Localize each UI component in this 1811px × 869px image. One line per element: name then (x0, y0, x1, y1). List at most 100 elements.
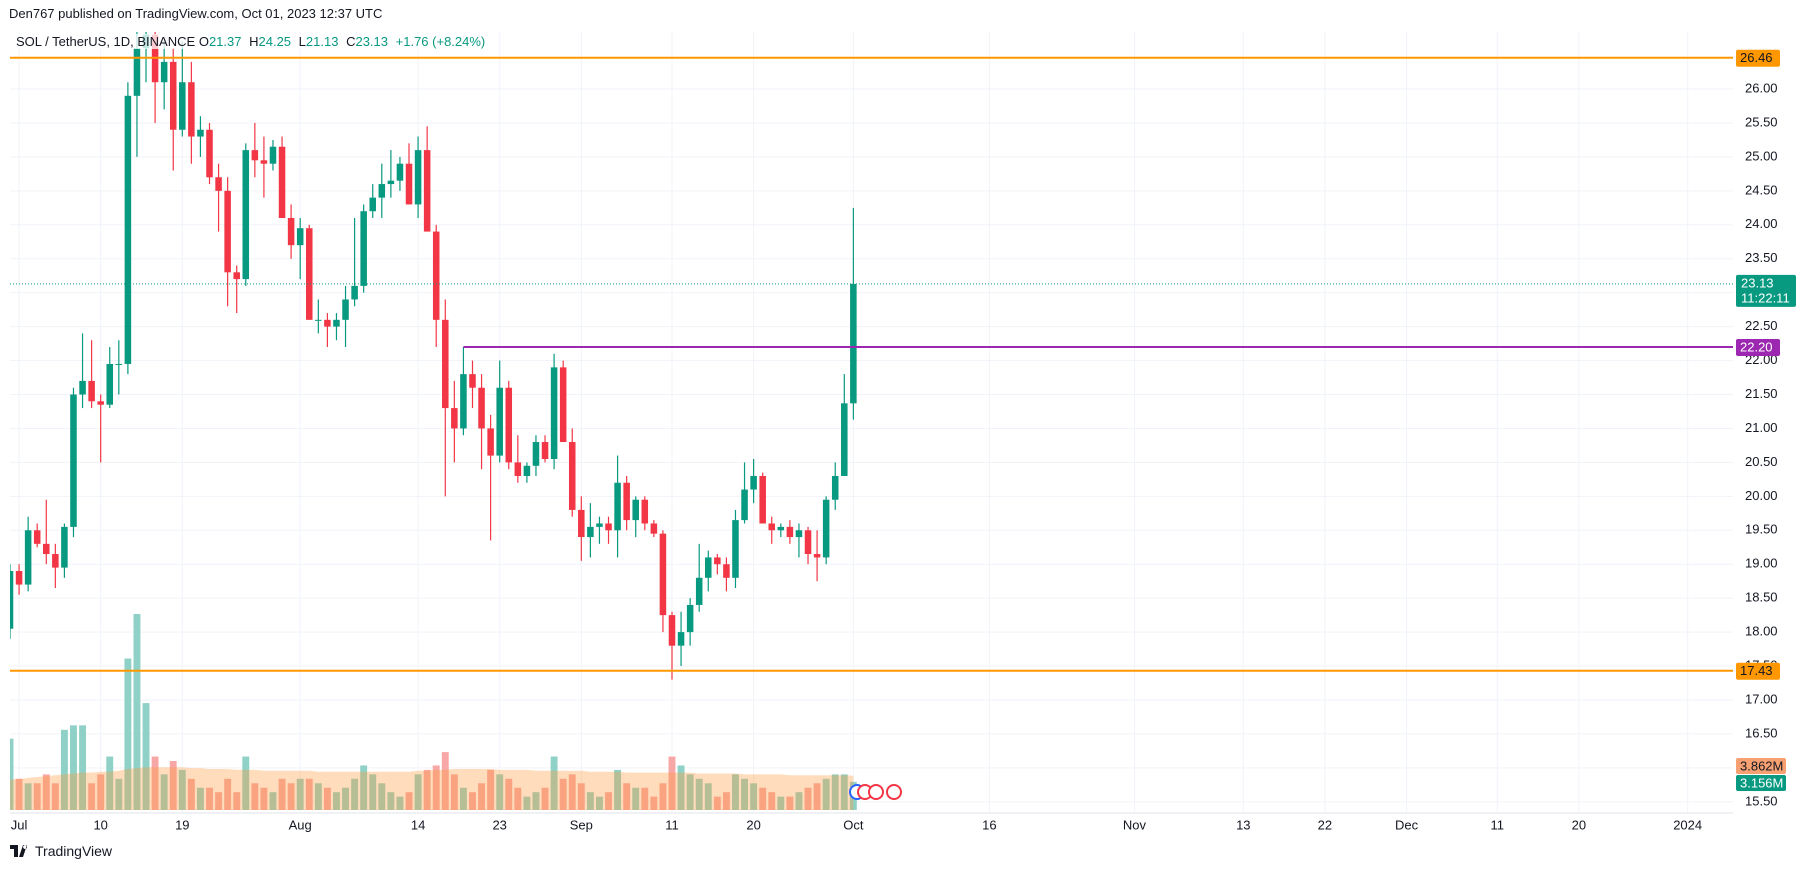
candle-body (469, 374, 476, 388)
grid (10, 32, 1733, 812)
volume-bar (741, 778, 748, 810)
volume-bar (450, 774, 458, 810)
candle-body (43, 543, 50, 555)
candle-body (61, 526, 68, 568)
volume-bar (459, 787, 467, 810)
candle-body (641, 499, 649, 524)
volume-bar (60, 729, 68, 810)
volume-bar (196, 787, 204, 810)
candle-body (777, 526, 785, 531)
candle-body (541, 442, 549, 459)
candle-body (795, 530, 803, 538)
x-tick-label: 14 (411, 817, 425, 832)
volume-bar (296, 778, 304, 810)
volume-bar (387, 792, 395, 810)
y-tick-label: 25.00 (1745, 148, 1778, 163)
candle-body (387, 180, 395, 185)
volume-bar (804, 787, 812, 810)
candle-body (451, 408, 458, 429)
volume-bar (659, 783, 667, 810)
candle-body (460, 374, 467, 429)
x-tick-label: Sep (570, 817, 593, 832)
volume-bar (124, 658, 132, 810)
candle-body (559, 367, 567, 443)
candle-body (88, 380, 95, 402)
volume-bar (396, 796, 404, 810)
candle-body (578, 509, 585, 538)
candle-body (614, 482, 621, 531)
volume-bar (251, 783, 259, 810)
x-tick-label: 10 (93, 817, 107, 832)
x-tick-label: 19 (175, 817, 189, 832)
candle-body (287, 218, 295, 246)
event-icon[interactable] (886, 784, 902, 800)
volume-bar (605, 792, 612, 810)
candle-body (514, 462, 522, 476)
candle-body (10, 571, 14, 629)
candle-body (714, 557, 721, 565)
countdown-label: 11:22:11 (1741, 290, 1790, 305)
candle-body (623, 482, 630, 521)
change: +1.76 (+8.24%) (395, 34, 486, 49)
volume-bar (813, 783, 821, 810)
volume-bar (369, 774, 377, 810)
volume-bar (133, 614, 141, 810)
candle-body (496, 387, 503, 456)
overlays: 15.5016.0016.5017.0017.5018.0018.5019.00… (10, 49, 1796, 832)
volume-bar (577, 783, 585, 810)
symbol: SOL / TetherUS, 1D, BINANCE (16, 34, 196, 49)
volume-bar (323, 787, 331, 810)
candle-body (405, 163, 413, 205)
volume-bar (79, 725, 86, 810)
volume-bar (677, 765, 685, 810)
event-icon[interactable] (868, 784, 884, 800)
candle-body (133, 48, 141, 96)
ohlc-key: O (198, 34, 209, 49)
candle-body (15, 571, 23, 585)
candle-body (550, 367, 558, 459)
candle-body (70, 394, 77, 527)
y-tick-label: 26.00 (1745, 80, 1778, 95)
y-tick-label: 21.00 (1745, 420, 1778, 435)
volume-bar (614, 769, 622, 810)
volume-bar (305, 778, 313, 810)
candle-body (732, 520, 739, 578)
volume-bar (10, 738, 14, 810)
candle-body (106, 363, 114, 405)
volume-bar (840, 774, 848, 810)
volume-bar (160, 774, 168, 810)
candle-body (822, 499, 830, 558)
x-tick-label: 16 (982, 817, 996, 832)
candle-body (179, 82, 186, 130)
footer: TradingView (10, 843, 112, 859)
level-label: 26.46 (1740, 50, 1773, 65)
ohlc-key: H (249, 34, 259, 49)
ohlc-value: 21.13 (305, 34, 339, 49)
volume-bar (242, 756, 250, 810)
x-tick-label: Aug (289, 817, 312, 832)
volume-bar (795, 792, 803, 810)
volume-bar (822, 778, 830, 810)
volume-bar (414, 774, 422, 810)
volume-badge (1736, 758, 1786, 774)
y-tick-label: 15.50 (1745, 793, 1778, 808)
x-tick-label: 23 (492, 817, 506, 832)
level-label: 17.43 (1740, 663, 1773, 678)
candle-body (315, 319, 322, 321)
candle-body (813, 554, 821, 558)
volume-bar (342, 787, 349, 810)
volume-bar (478, 783, 486, 810)
volume-bar (777, 796, 785, 810)
candle-body (632, 499, 639, 521)
candle-body (668, 615, 676, 646)
volume-bar (704, 783, 712, 810)
volume-bar (541, 787, 549, 810)
x-tick-label: Dec (1395, 817, 1419, 832)
volume-bar (405, 792, 413, 810)
candle-body (741, 489, 748, 521)
volume-bar (469, 792, 476, 810)
volume-bar (496, 774, 504, 810)
volume-bar (559, 778, 567, 810)
